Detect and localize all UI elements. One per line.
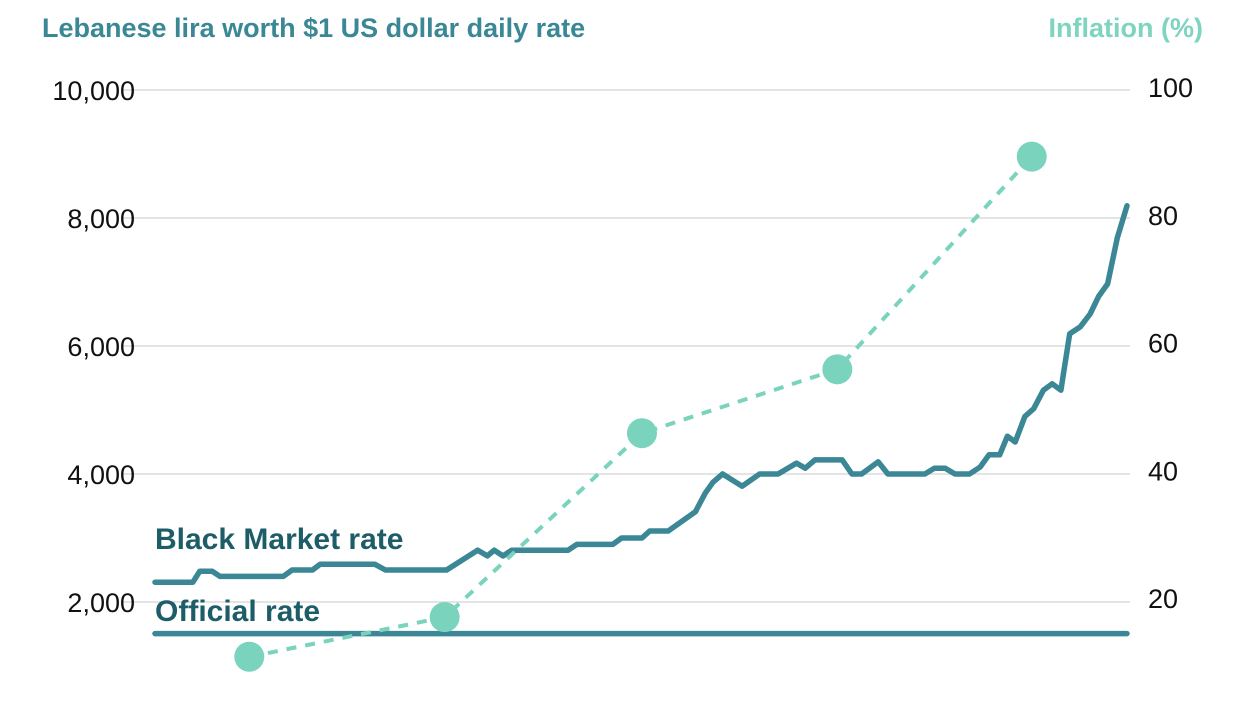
inflation-point — [626, 418, 657, 449]
left-tick-label: 8,000 — [67, 204, 135, 234]
inflation-point — [234, 641, 265, 672]
black-market-rate-line — [152, 203, 1130, 585]
left-axis-title: Lebanese lira worth $1 US dollar daily r… — [42, 13, 585, 43]
right-tick-label: 80 — [1148, 201, 1178, 231]
right-tick-label: 20 — [1148, 584, 1178, 614]
right-axis-title: Inflation (%) — [1049, 13, 1203, 43]
black-market-label: Black Market rate — [155, 523, 403, 556]
inflation-point — [822, 354, 853, 385]
right-tick-label: 40 — [1148, 456, 1178, 486]
right-tick-label: 100 — [1148, 73, 1193, 103]
left-tick-label: 4,000 — [67, 460, 135, 490]
left-tick-label: 2,000 — [67, 588, 135, 618]
right-tick-label: 60 — [1148, 329, 1178, 359]
left-tick-label: 10,000 — [52, 76, 135, 106]
inflation-point — [1016, 141, 1047, 172]
inflation-point — [429, 602, 460, 633]
left-tick-label: 6,000 — [67, 332, 135, 362]
inflation-line — [248, 155, 1034, 659]
official-rate-label: Official rate — [155, 595, 320, 628]
